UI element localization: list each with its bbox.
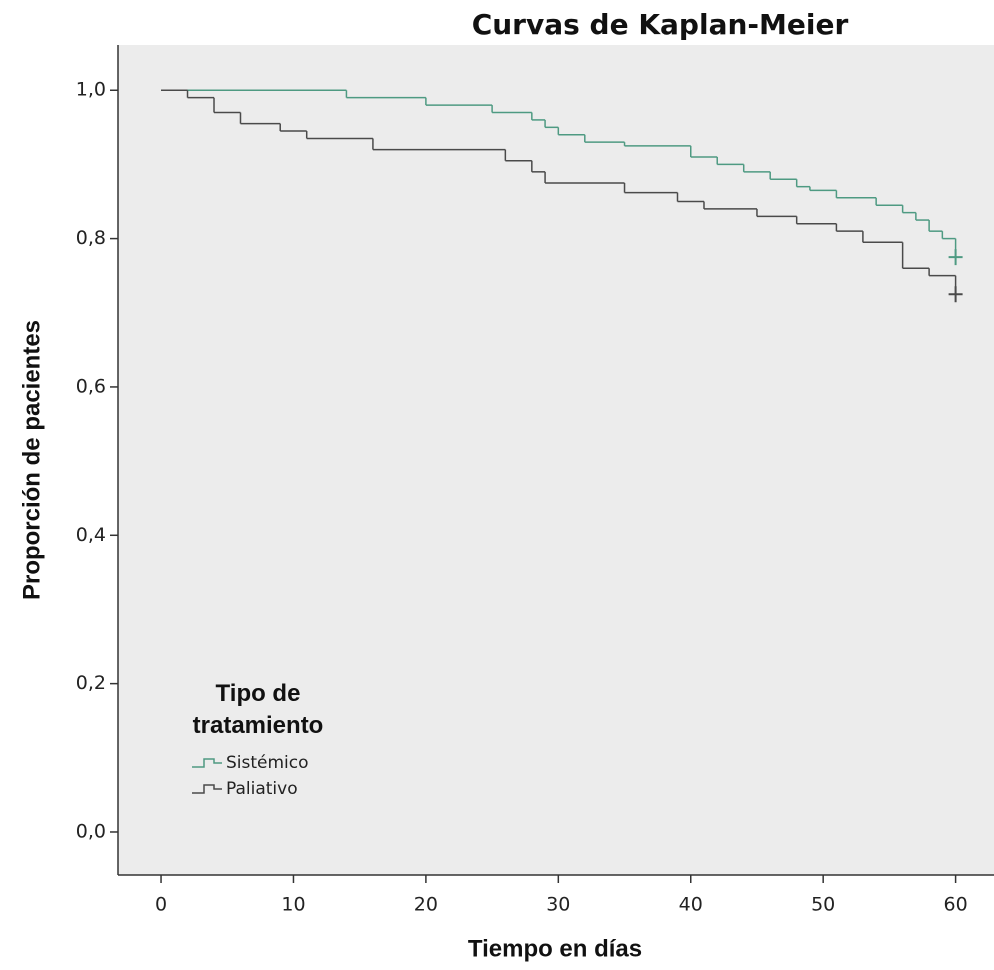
x-tick-label: 10	[281, 894, 305, 916]
legend-title: Tipo de tratamiento	[192, 680, 324, 739]
censor-mark	[948, 286, 963, 303]
y-tick-label: 0,8	[76, 227, 106, 249]
y-axis-label: Proporción de pacientes	[18, 320, 45, 600]
x-tick-label: 0	[155, 894, 167, 916]
y-tick-label: 1,0	[76, 79, 106, 101]
plot-area	[118, 45, 994, 875]
x-tick-label: 40	[679, 894, 703, 916]
chart-title: Curvas de Kaplan-Meier	[472, 8, 849, 41]
y-tick-label: 0,2	[76, 672, 106, 694]
legend-label: Sistémico	[226, 753, 309, 773]
x-tick-label: 20	[414, 894, 438, 916]
legend-swatch	[192, 758, 222, 768]
censor-mark	[948, 249, 963, 266]
x-axis-label: Tiempo en días	[468, 935, 642, 962]
x-tick-label: 30	[546, 894, 570, 916]
y-tick-label: 0,6	[76, 375, 106, 397]
x-tick-label: 60	[944, 894, 968, 916]
x-tick-label: 50	[811, 894, 835, 916]
legend-label: Paliativo	[226, 779, 298, 799]
y-tick-label: 0,4	[76, 524, 106, 546]
y-tick-label: 0,0	[76, 820, 106, 842]
legend-swatch	[192, 784, 222, 794]
